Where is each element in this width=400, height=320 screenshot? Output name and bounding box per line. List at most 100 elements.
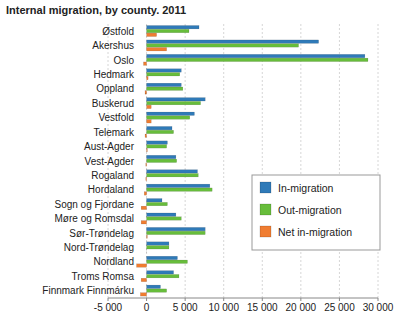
category-label: Oslo — [113, 55, 134, 66]
bar — [147, 170, 198, 173]
grid-line — [339, 24, 340, 298]
bar — [140, 293, 146, 296]
legend-swatch — [260, 182, 271, 193]
x-axis — [108, 298, 378, 299]
bar — [143, 62, 146, 65]
bar — [145, 91, 147, 94]
bar — [147, 242, 169, 245]
grid-line — [300, 24, 301, 298]
legend-swatch — [260, 204, 271, 215]
bar — [147, 202, 168, 205]
bar — [147, 213, 176, 216]
grid-line — [223, 24, 224, 298]
tick-label: 10 000 — [208, 302, 239, 313]
legend-label: Out-migration — [278, 204, 342, 216]
category-label: Buskerud — [92, 98, 134, 109]
bar — [147, 26, 199, 29]
bar — [147, 155, 176, 158]
category-label: Oppland — [96, 83, 134, 94]
bar — [147, 105, 152, 108]
bar — [145, 177, 147, 180]
bar — [147, 217, 182, 220]
bar — [141, 278, 146, 281]
bar — [141, 206, 146, 209]
category-label: Hedmark — [93, 69, 135, 80]
bar — [147, 29, 189, 32]
bar — [147, 48, 167, 51]
bar — [147, 120, 152, 123]
bar — [147, 116, 190, 119]
bar — [146, 148, 148, 151]
bar — [147, 188, 213, 191]
bar — [137, 264, 147, 267]
bar — [147, 256, 178, 259]
category-label: Vestfold — [98, 112, 134, 123]
bar — [147, 126, 172, 129]
category-label: Troms Romsa — [72, 271, 135, 282]
category-label: Sogn og Fjordane — [54, 199, 134, 210]
bar — [147, 159, 177, 162]
bar — [147, 246, 169, 249]
bar — [147, 145, 167, 148]
bar — [147, 33, 157, 36]
bar — [147, 289, 167, 292]
category-label: Sør-Trøndelag — [69, 228, 134, 239]
category-label: Finnmark Finnmárku — [42, 285, 134, 296]
bar — [147, 83, 182, 86]
category-label: Aust-Agder — [84, 141, 135, 152]
grid-line — [185, 24, 186, 298]
bar — [147, 141, 168, 144]
bar — [147, 271, 174, 274]
bars — [137, 26, 368, 297]
bar — [147, 54, 365, 57]
category-label: Hordaland — [88, 184, 134, 195]
tick-label: 0 — [144, 302, 150, 313]
bar — [147, 130, 174, 133]
bar — [147, 101, 201, 104]
bar — [147, 98, 206, 101]
category-label: Vest-Agder — [85, 156, 135, 167]
tick-label: 25 000 — [324, 302, 355, 313]
bar — [147, 76, 149, 79]
legend — [252, 175, 380, 250]
bar — [147, 184, 210, 187]
tick-label: 15 000 — [247, 302, 278, 313]
bar — [147, 87, 183, 90]
bar — [147, 199, 162, 202]
bar — [147, 231, 206, 234]
bar — [145, 163, 147, 166]
bar — [147, 227, 206, 230]
bar — [146, 235, 148, 238]
bar — [147, 274, 179, 277]
tick-label: 5 000 — [173, 302, 198, 313]
bar — [144, 192, 146, 195]
grid-line — [378, 24, 379, 298]
bar — [147, 174, 199, 177]
bar — [147, 44, 299, 47]
category-label: Møre og Romsdal — [55, 213, 134, 224]
bar — [146, 249, 147, 252]
bar — [147, 112, 195, 115]
title: Internal migration, by county. 2011 — [6, 4, 186, 16]
bar — [147, 260, 188, 263]
legend-label: In-migration — [278, 182, 334, 194]
category-label: Akershus — [92, 40, 134, 51]
bar — [147, 69, 182, 72]
chart: Internal migration, by county. 2011 -5 00… — [0, 0, 400, 320]
bar — [147, 58, 368, 61]
category-label: Nord-Trøndelag — [64, 242, 134, 253]
grid-line — [262, 24, 263, 298]
category-label: Rogaland — [91, 170, 134, 181]
legend-label: Net in-migration — [278, 226, 352, 238]
bar — [147, 285, 161, 288]
bar — [147, 40, 319, 43]
bar — [141, 221, 146, 224]
chart-container: Internal migration, by county. 2011 -5 00… — [0, 0, 400, 320]
tick-label: -5 000 — [94, 302, 123, 313]
bar — [145, 134, 147, 137]
tick-label: 30 000 — [363, 302, 394, 313]
bar — [147, 73, 180, 76]
category-label: Østfold — [102, 26, 134, 37]
tick-label: 20 000 — [286, 302, 317, 313]
category-label: Telemark — [93, 127, 135, 138]
